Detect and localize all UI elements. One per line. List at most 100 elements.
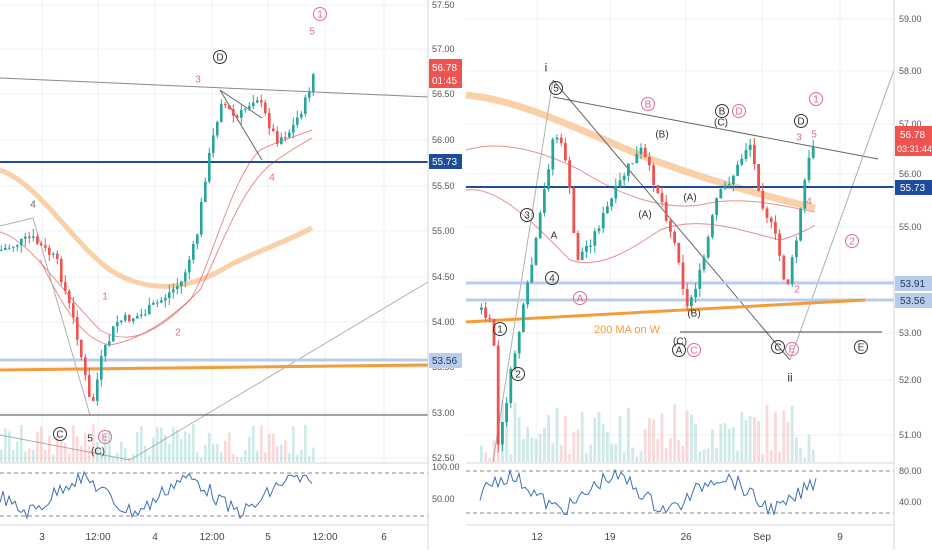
- candle-body: [0, 249, 3, 251]
- candle-body: [610, 198, 613, 207]
- volume-bar: [84, 432, 87, 462]
- candle-body: [276, 131, 279, 144]
- volume-bar: [300, 449, 303, 462]
- left-triangle-2: [219, 89, 263, 119]
- wave-label-circle: [809, 92, 823, 106]
- wave-label: B: [645, 100, 652, 111]
- right-zigzag-1: [492, 79, 554, 463]
- wave-label: A: [676, 346, 683, 357]
- candle-body: [120, 320, 123, 323]
- candle-body: [208, 152, 211, 182]
- candle-body: [648, 157, 651, 166]
- volume-bar: [576, 429, 580, 462]
- candle-body: [715, 198, 718, 216]
- volume-bar: [252, 425, 255, 462]
- candle-body: [168, 292, 171, 299]
- wave-label: 5: [811, 130, 817, 141]
- right-rsi-tick: 80.00: [899, 466, 922, 476]
- right-price-tags: 56.78 03:31:44 55.73 53.91 53.56: [895, 126, 932, 308]
- candle-body: [144, 314, 147, 316]
- volume-bar: [292, 426, 295, 462]
- candle-body: [180, 281, 183, 287]
- volume-bar: [188, 433, 191, 462]
- axis-labels: 57.50 57.00 56.50 56.00 55.50 55.00 54.50 54.00…: [39, 0, 921, 543]
- volume-bar: [56, 436, 59, 462]
- candle-body: [702, 257, 706, 270]
- volume-bar: [618, 416, 622, 462]
- candle-body: [753, 144, 756, 164]
- volume-bar: [627, 407, 630, 462]
- volume-bar: [72, 425, 75, 462]
- candle-body: [484, 307, 487, 318]
- volume-bar: [534, 438, 538, 462]
- volume-bar: [790, 405, 794, 462]
- volume-bar: [176, 429, 179, 462]
- candle-body: [601, 213, 605, 229]
- candle-body: [547, 169, 550, 190]
- volume-bar: [715, 447, 718, 462]
- wave-label-circle: [672, 343, 686, 357]
- wave-label: i: [545, 61, 548, 75]
- wave-label: 1: [497, 325, 503, 336]
- candle-body: [20, 238, 23, 246]
- wave-label-circle: [641, 97, 655, 111]
- candle-body: [272, 128, 275, 132]
- candle-body: [799, 208, 802, 241]
- volume-bar: [597, 412, 601, 462]
- candle-body: [116, 322, 119, 327]
- candle-body: [296, 117, 299, 125]
- right-channel-top: [552, 96, 879, 160]
- wave-label-circle: [794, 114, 808, 128]
- right-x-tick: Sep: [753, 532, 771, 543]
- left-rsi-pane[interactable]: [0, 465, 428, 525]
- volume-bar: [108, 429, 111, 462]
- volume-bar: [769, 450, 773, 462]
- volume-bar: [200, 457, 203, 462]
- wave-label: B: [719, 107, 726, 118]
- volume-bar: [505, 405, 508, 462]
- volume-bar: [228, 432, 231, 462]
- right-rsi-tick: 40.00: [899, 497, 922, 507]
- candle-body: [660, 193, 664, 203]
- candle-body: [212, 135, 215, 153]
- candle-body: [761, 190, 765, 209]
- right-zigzag-2: [552, 79, 791, 361]
- wave-label: D: [797, 117, 804, 128]
- volume-bar: [16, 441, 19, 462]
- volume-bar: [52, 454, 55, 462]
- candle-body: [200, 202, 203, 235]
- volume-bar: [774, 411, 777, 462]
- volume-bar: [208, 432, 211, 462]
- volume-bar: [559, 444, 563, 462]
- volume-bar: [643, 429, 647, 462]
- left-rising-line: [129, 281, 429, 461]
- wave-label-circle: [687, 343, 701, 357]
- candle-body: [681, 262, 685, 290]
- candle-body: [76, 317, 79, 340]
- candle-body: [732, 175, 735, 185]
- left-y-tick: 54.00: [432, 317, 455, 327]
- candle-body: [513, 353, 517, 369]
- volume-bar: [564, 415, 567, 462]
- volume-bar: [681, 445, 685, 462]
- candle-body: [538, 212, 542, 238]
- volume-bar: [547, 415, 550, 462]
- wave-label: 3: [195, 75, 201, 86]
- volume-bar: [112, 457, 115, 462]
- volume-bar: [702, 449, 706, 462]
- wave-label: A: [551, 231, 558, 242]
- volume-bar: [509, 454, 513, 462]
- candle-body: [156, 302, 159, 304]
- volume-bar: [669, 438, 672, 462]
- candle-body: [96, 379, 99, 401]
- volume-bar: [606, 432, 609, 462]
- candle-body: [803, 180, 807, 209]
- volume-bar: [610, 444, 613, 462]
- candle-body: [304, 97, 307, 114]
- candle-body: [740, 158, 744, 165]
- wave-label-circle: [493, 322, 507, 336]
- right-price-pane[interactable]: [466, 0, 894, 462]
- volume-bar: [568, 454, 571, 462]
- wave-label-circle: [511, 367, 525, 381]
